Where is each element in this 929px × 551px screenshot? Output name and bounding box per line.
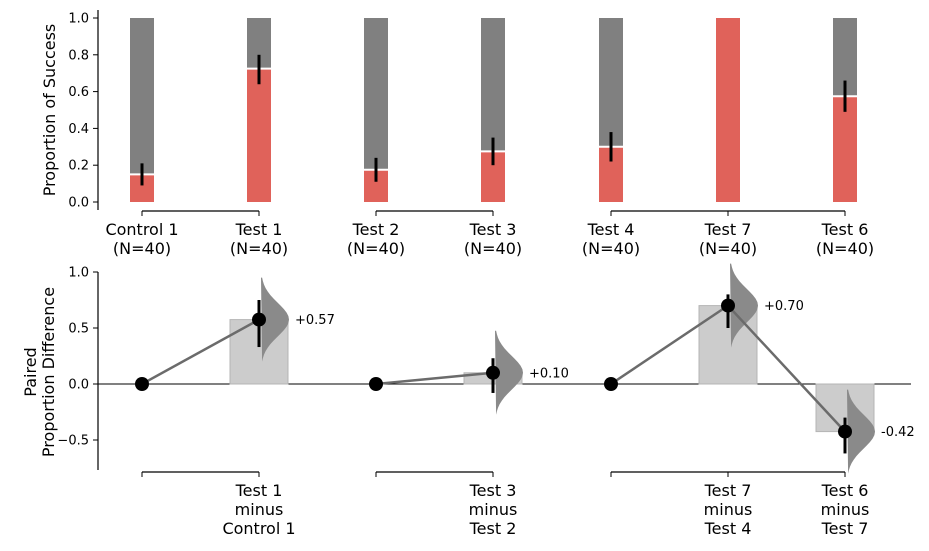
bootstrap-distribution (730, 263, 758, 348)
paired-line (141, 318, 260, 386)
category-label: Test 3 (N=40) (464, 220, 522, 258)
delta-label: -0.42 (881, 425, 915, 440)
paired-line (375, 371, 494, 386)
category-label: Test 4 (N=40) (582, 220, 640, 258)
bootstrap-distribution (495, 330, 523, 415)
reference-point (369, 377, 383, 391)
delta-label: +0.57 (295, 313, 335, 328)
success-bar (833, 96, 857, 202)
proportion-panel: 0.0 0.2 0.4 0.6 0.8 1.0 Proportion of Success C… (40, 10, 874, 258)
delta-point (252, 312, 266, 327)
category-label: Test 6 (N=40) (816, 220, 874, 258)
y-tick-label: 1.0 (68, 12, 89, 27)
y-tick-label: −0.5 (57, 434, 89, 449)
comparison-label: Test 7 minus Test 4 (704, 481, 753, 538)
y-tick-label: 0.6 (68, 85, 89, 100)
delta-point (721, 298, 735, 313)
y-tick-label: 0.0 (68, 378, 89, 393)
success-bar (716, 18, 740, 202)
reference-point (135, 377, 149, 391)
category-label: Test 1 (N=40) (230, 220, 288, 258)
delta-point (486, 365, 500, 380)
y-axis-label: PairedProportion Difference (21, 287, 58, 457)
reference-point (604, 377, 618, 391)
y-tick-label: 0.8 (68, 48, 89, 63)
paired-difference-panel: −0.5 0.0 0.5 1.0 PairedProportion Difference… (21, 263, 915, 538)
success-bar (247, 68, 271, 202)
y-tick-label: 1.0 (68, 266, 89, 281)
y-tick-label: 0.2 (68, 159, 89, 174)
y-axis-label: Proportion of Success (40, 24, 59, 197)
y-tick-label: 0.5 (68, 322, 89, 337)
bootstrap-distribution (847, 389, 875, 474)
category-label: Test 2 (N=40) (347, 220, 405, 258)
delta-point (838, 424, 852, 439)
y-tick-label: 0.0 (68, 196, 89, 211)
delta-label: +0.70 (764, 299, 804, 314)
y-tick-label: 0.4 (68, 122, 89, 137)
delta-label: +0.10 (529, 366, 569, 381)
category-label: Test 7 (N=40) (699, 220, 757, 258)
comparison-label: Test 6 minus Test 7 (821, 481, 870, 538)
comparison-label: Test 3 minus Test 2 (469, 481, 518, 538)
category-label: Control 1 (N=40) (105, 220, 178, 258)
bootstrap-distribution (261, 277, 289, 362)
comparison-label: Test 1 minus Control 1 (222, 481, 295, 538)
